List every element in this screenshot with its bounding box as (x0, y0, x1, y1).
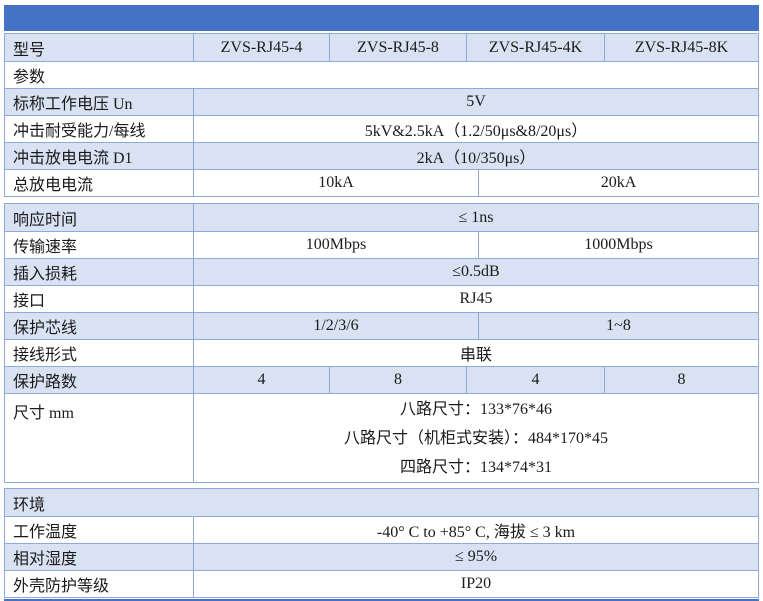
table-row-model: 型号 ZVS-RJ45-4 ZVS-RJ45-8 ZVS-RJ45-4K ZVS… (5, 34, 758, 61)
row-label: 接口 (13, 293, 46, 310)
row-value: 5V (193, 89, 758, 115)
dimensions-line-2: 八路尺寸（机柜式安装）：484*170*45 (343, 429, 608, 447)
section-row-environment: 环境 (5, 489, 758, 516)
model-name-4: ZVS-RJ45-8K (604, 34, 758, 61)
row-label: 冲击放电电流 D1 (13, 150, 133, 167)
row-label: 保护路数 (13, 374, 78, 391)
row-value-left: 10kA (193, 170, 478, 196)
table-row-nominal-voltage: 标称工作电压 Un 5V (5, 88, 758, 115)
row-value-right: 20kA (478, 170, 758, 196)
channels-value-3: 4 (466, 367, 604, 393)
section-title-parameters: 参数 (13, 69, 46, 86)
row-value: ≤0.5dB (193, 259, 758, 285)
row-label: 冲击耐受能力/每线 (13, 123, 146, 140)
table-row-protected-cores: 保护芯线 1/2/3/6 1~8 (5, 312, 758, 339)
row-value: 5kV&2.5kA（1.2/50μs&8/20μs） (193, 116, 758, 142)
spec-table: 型号 ZVS-RJ45-4 ZVS-RJ45-8 ZVS-RJ45-4K ZVS… (4, 5, 759, 601)
model-name-1: ZVS-RJ45-4 (193, 34, 329, 61)
table-row-operating-temp: 工作温度 -40° C to +85° C, 海拔 ≤ 3 km (5, 516, 758, 543)
row-value: 串联 (193, 340, 758, 366)
channels-value-2: 8 (329, 367, 466, 393)
model-name-2: ZVS-RJ45-8 (329, 34, 466, 61)
header-bar (4, 5, 759, 31)
dimensions-line-3: 四路尺寸：134*74*31 (399, 458, 552, 476)
table-row-protected-channels: 保护路数 4 8 4 8 (5, 366, 758, 393)
row-value: -40° C to +85° C, 海拔 ≤ 3 km (193, 517, 758, 543)
row-label: 传输速率 (13, 239, 78, 256)
footer-bar (4, 599, 759, 601)
row-label: 接线形式 (13, 347, 78, 364)
table-row-wiring-form: 接线形式 串联 (5, 339, 758, 366)
row-value-left: 1/2/3/6 (193, 313, 478, 339)
row-label: 响应时间 (13, 211, 78, 229)
row-value: ≤ 1ns (193, 204, 758, 231)
table-row-response-time: 响应时间 ≤ 1ns (5, 204, 758, 231)
table-row-dimensions: 尺寸 mm 八路尺寸：133*76*46 八路尺寸（机柜式安装）：484*170… (5, 393, 758, 482)
table-row-interface: 接口 RJ45 (5, 285, 758, 312)
table-block-models-discharge: 型号 ZVS-RJ45-4 ZVS-RJ45-8 ZVS-RJ45-4K ZVS… (4, 33, 759, 197)
channels-value-1: 4 (193, 367, 329, 393)
row-label: 相对湿度 (13, 551, 78, 568)
row-value: IP20 (193, 571, 758, 597)
row-label: 总放电电流 (13, 177, 94, 194)
row-label: 插入损耗 (13, 266, 78, 283)
section-row-parameters: 参数 (5, 61, 758, 88)
table-row-impulse-withstand: 冲击耐受能力/每线 5kV&2.5kA（1.2/50μs&8/20μs） (5, 115, 758, 142)
row-value-right: 1000Mbps (478, 232, 758, 258)
table-row-ip-rating: 外壳防护等级 IP20 (5, 570, 758, 597)
table-row-impulse-discharge: 冲击放电电流 D1 2kA（10/350μs） (5, 142, 758, 169)
row-value: RJ45 (193, 286, 758, 312)
table-row-relative-humidity: 相对湿度 ≤ 95% (5, 543, 758, 570)
row-label: 尺寸 mm (13, 405, 74, 422)
table-block-environment: 环境 工作温度 -40° C to +85° C, 海拔 ≤ 3 km 相对湿度… (4, 488, 759, 598)
row-value-left: 100Mbps (193, 232, 478, 258)
row-label: 标称工作电压 Un (13, 96, 133, 113)
row-value: 2kA（10/350μs） (193, 143, 758, 169)
dimensions-value: 八路尺寸：133*76*46 八路尺寸（机柜式安装）：484*170*45 四路… (193, 394, 758, 482)
model-row-label: 型号 (13, 41, 46, 59)
model-name-3: ZVS-RJ45-4K (466, 34, 604, 61)
row-value: ≤ 95% (193, 544, 758, 570)
row-label: 工作温度 (13, 524, 78, 541)
table-row-transmission-rate: 传输速率 100Mbps 1000Mbps (5, 231, 758, 258)
dimensions-line-1: 八路尺寸：133*76*46 (399, 400, 552, 418)
channels-value-4: 8 (604, 367, 758, 393)
row-label: 保护芯线 (13, 320, 78, 337)
table-row-insertion-loss: 插入损耗 ≤0.5dB (5, 258, 758, 285)
row-label: 外壳防护等级 (13, 578, 110, 595)
table-row-total-discharge: 总放电电流 10kA 20kA (5, 169, 758, 196)
row-value-right: 1~8 (478, 313, 758, 339)
section-title-environment: 环境 (13, 496, 46, 514)
table-block-performance: 响应时间 ≤ 1ns 传输速率 100Mbps 1000Mbps 插入损耗 ≤0… (4, 203, 759, 483)
